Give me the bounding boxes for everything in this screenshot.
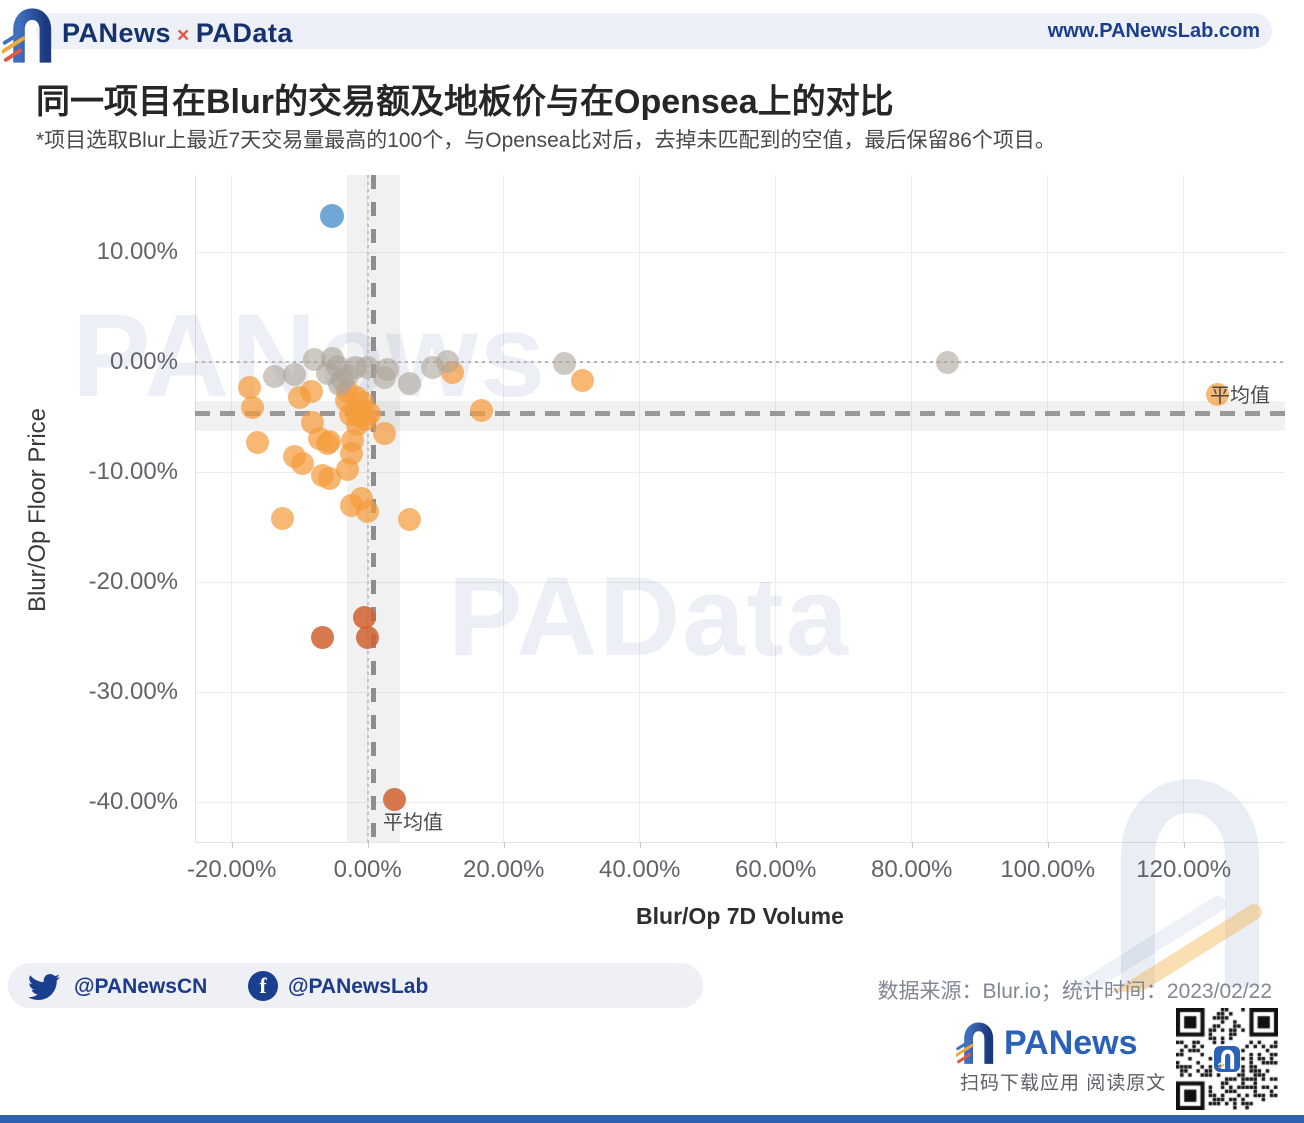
- x-tick-label: 100.00%: [1000, 856, 1096, 883]
- gridline-horizontal: [195, 471, 1285, 473]
- scatter-point-orange-points: [318, 467, 342, 491]
- facebook-icon[interactable]: f: [248, 971, 278, 1001]
- bottom-brand: PANews: [1004, 1024, 1138, 1062]
- scatter-point-dark-orange-points: [311, 625, 335, 649]
- gridline-vertical: [775, 175, 777, 842]
- gridline-vertical: [639, 175, 641, 842]
- gridline-horizontal: [195, 251, 1285, 253]
- gridline-vertical: [1183, 175, 1185, 842]
- scatter-point-orange-points: [241, 395, 265, 419]
- panews-logo-icon: [0, 1, 58, 72]
- x-tick-label: 40.00%: [599, 856, 681, 883]
- scatter-point-dark-orange-points: [383, 787, 407, 811]
- x-tick-label: 120.00%: [1136, 856, 1232, 883]
- x-axis-title: Blur/Op 7D Volume: [636, 903, 844, 929]
- gridline-horizontal: [195, 691, 1285, 693]
- scatter-point-orange-points: [246, 430, 270, 454]
- scatter-point-blue-points: [320, 203, 345, 228]
- gridline-vertical: [231, 175, 233, 842]
- qr-code[interactable]: [1176, 1008, 1278, 1110]
- scatter-point-orange-points: [300, 380, 324, 404]
- scatter-point-orange-points: [398, 508, 422, 531]
- scatter-point-gray-points: [436, 349, 460, 373]
- gridline-vertical: [1047, 175, 1049, 842]
- gridline-vertical: [503, 175, 505, 842]
- y-tick-label: -20.00%: [88, 568, 178, 596]
- y-tick-label: -30.00%: [88, 678, 178, 706]
- x-tick-mark: [231, 842, 233, 848]
- x-tick-label: 0.00%: [333, 856, 402, 883]
- mean-label-y: 平均值: [1210, 385, 1270, 407]
- watermark-padata: PAData: [448, 554, 851, 679]
- qr-tagline: 扫码下载应用 阅读原文: [960, 1073, 1167, 1094]
- gridline-horizontal: [195, 581, 1285, 583]
- scatter-point-orange-points: [373, 422, 397, 446]
- panews-logo-icon-bottom: [954, 1014, 998, 1075]
- x-tick-mark: [775, 842, 777, 848]
- scatter-point-orange-points: [571, 369, 595, 393]
- x-tick-mark: [1047, 842, 1049, 848]
- scatter-point-orange-points: [355, 500, 379, 524]
- y-tick-label: 10.00%: [96, 238, 178, 266]
- x-tick-mark: [503, 842, 505, 848]
- brand-padata: PAData: [195, 18, 293, 48]
- x-tick-label: 20.00%: [463, 856, 545, 883]
- scatter-point-gray-points: [263, 364, 287, 388]
- mean-label-x: 平均值: [383, 812, 443, 834]
- x-tick-mark: [1183, 842, 1185, 848]
- scatter-point-dark-orange-points: [355, 625, 379, 649]
- scatter-point-gray-points: [553, 351, 577, 375]
- qr-center-app-icon: [1214, 1046, 1240, 1072]
- scatter-point-orange-points: [271, 506, 295, 530]
- twitter-handle[interactable]: @PANewsCN: [74, 975, 208, 998]
- y-axis-line: [195, 175, 196, 842]
- mean-line-horizontal: [195, 411, 1285, 417]
- y-tick-label: 0.00%: [109, 348, 178, 376]
- x-tick-label: 80.00%: [870, 856, 953, 883]
- scatter-point-gray-points: [375, 358, 399, 382]
- page-subtitle: *项目选取Blur上最近7天交易量最高的100个，与Opensea比对后，去掉未…: [36, 129, 1056, 152]
- scatter-point-orange-points: [290, 451, 314, 475]
- scatter-point-orange-points: [358, 402, 382, 426]
- scatter-point-orange-points: [237, 375, 261, 399]
- brand-separator: ×: [177, 24, 190, 47]
- gridline-vertical: [911, 175, 913, 842]
- site-url[interactable]: www.PANewsLab.com: [1047, 20, 1260, 42]
- bottom-accent-strip: [0, 1115, 1304, 1123]
- footer-bar: [8, 963, 703, 1008]
- x-tick-mark: [367, 842, 369, 848]
- x-tick-mark: [639, 842, 641, 848]
- y-tick-label: -10.00%: [88, 458, 178, 486]
- x-tick-label: -20.00%: [187, 856, 277, 883]
- scatter-point-orange-points: [1206, 382, 1230, 406]
- y-tick-label: -40.00%: [88, 788, 178, 816]
- scatter-point-orange-points: [318, 429, 342, 453]
- scatter-point-orange-points: [470, 399, 494, 423]
- brand-panews: PANews: [62, 18, 172, 48]
- scatter-point-gray-points: [936, 350, 960, 374]
- scatter-point-dark-orange-points: [353, 605, 377, 629]
- scatter-point-gray-points: [283, 362, 307, 386]
- gridline-horizontal: [195, 801, 1285, 803]
- zero-line-horizontal: [195, 361, 1285, 364]
- facebook-handle[interactable]: @PANewsLab: [288, 975, 429, 998]
- data-source-text: 数据来源：Blur.io；统计时间：2023/02/22: [877, 980, 1272, 1003]
- page-title: 同一项目在Blur的交易额及地板价与在Opensea上的对比: [36, 83, 894, 121]
- scatter-point-gray-points: [398, 371, 422, 395]
- header-bar: [36, 13, 1272, 49]
- x-tick-label: 60.00%: [734, 856, 817, 883]
- twitter-icon[interactable]: [28, 971, 60, 1008]
- x-tick-mark: [911, 842, 913, 848]
- header-brand: PANews × PAData: [62, 18, 293, 49]
- x-axis-line: [195, 842, 1285, 843]
